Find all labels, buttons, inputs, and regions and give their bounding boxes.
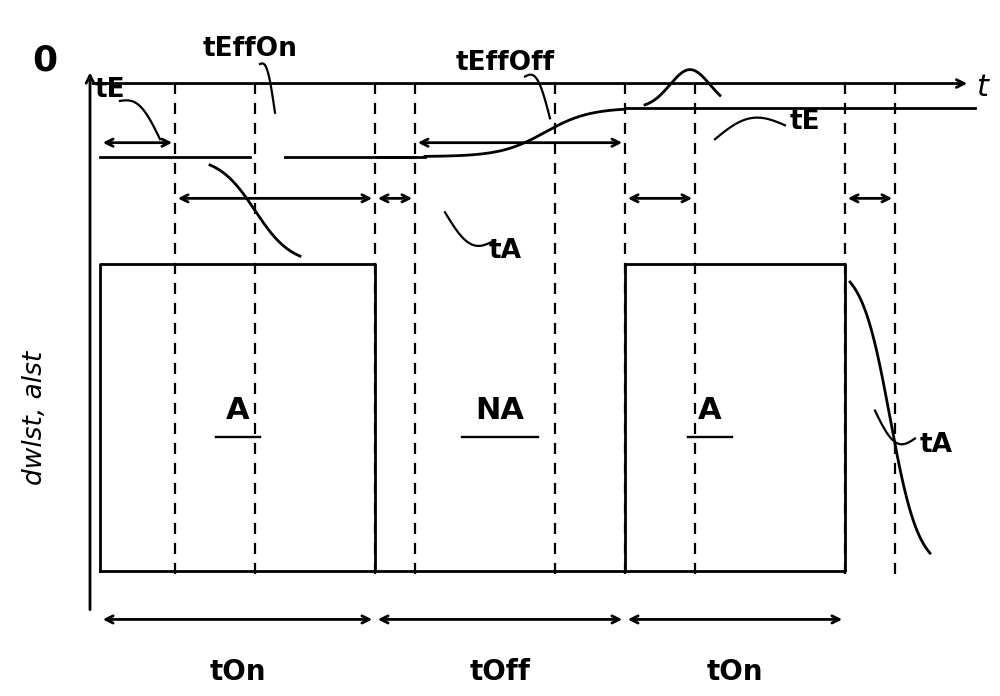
Text: NA: NA bbox=[476, 396, 524, 425]
Text: tOn: tOn bbox=[707, 658, 763, 686]
Text: tOn: tOn bbox=[209, 658, 266, 686]
Text: dwlst, alst: dwlst, alst bbox=[22, 351, 48, 484]
Text: 0: 0 bbox=[32, 44, 58, 78]
Text: A: A bbox=[698, 396, 722, 425]
Text: tOff: tOff bbox=[470, 658, 530, 686]
Text: tA: tA bbox=[920, 432, 953, 459]
Text: tE: tE bbox=[790, 109, 821, 135]
Text: tEffOff: tEffOff bbox=[455, 49, 555, 76]
Text: tE: tE bbox=[95, 77, 125, 104]
Text: A: A bbox=[226, 396, 249, 425]
Text: tA: tA bbox=[488, 237, 522, 264]
Text: tEffOn: tEffOn bbox=[203, 35, 297, 62]
Text: t: t bbox=[976, 72, 988, 102]
